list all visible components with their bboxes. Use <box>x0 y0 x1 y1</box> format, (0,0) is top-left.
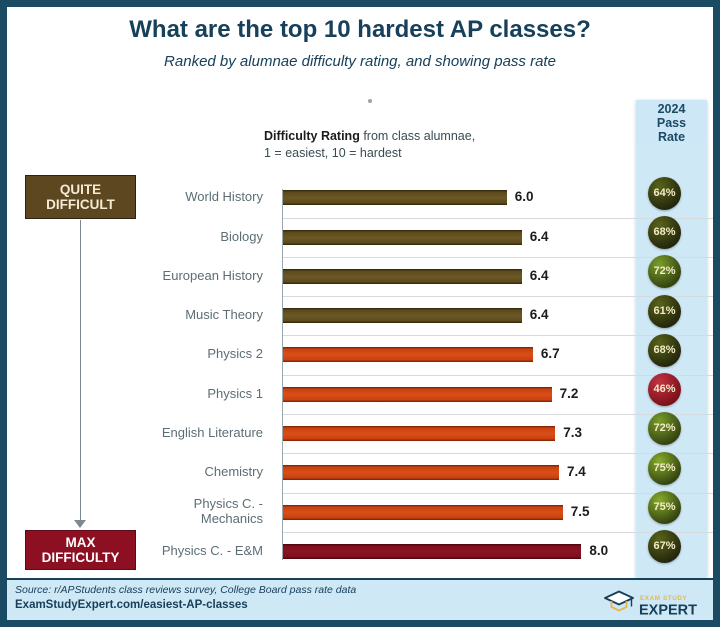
svg-text:EXAM STUDY: EXAM STUDY <box>640 595 687 602</box>
svg-text:EXPERT: EXPERT <box>639 603 697 619</box>
